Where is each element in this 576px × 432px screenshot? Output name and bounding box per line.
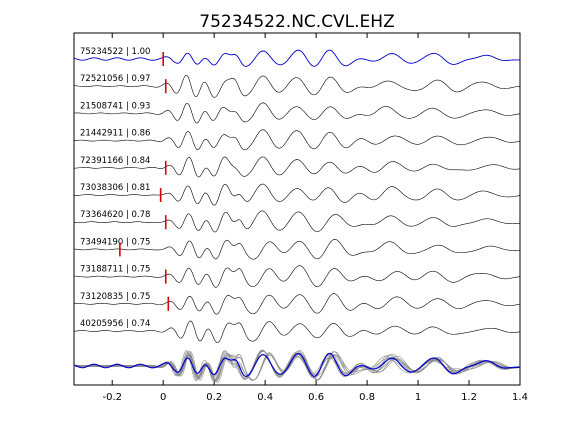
trace-row: 73188711 | 0.75 — [73, 265, 521, 288]
x-tick-label: -0.2 — [102, 392, 122, 403]
trace-line — [73, 183, 521, 206]
stack-reference-line — [73, 352, 521, 378]
trace-line — [73, 293, 521, 315]
trace-row: 73364620 | 0.78 — [73, 210, 521, 233]
x-tick-label: 0.8 — [359, 392, 375, 403]
trace-row: 75234522 | 1.00 — [73, 47, 521, 67]
trace-label: 75234522 | 1.00 — [80, 47, 150, 57]
trace-list: 75234522 | 1.00 72521056 | 0.97 21508741 |… — [73, 47, 521, 343]
trace-line — [73, 210, 521, 233]
trace-label: 72391166 | 0.84 — [80, 156, 150, 166]
trace-row: 40205956 | 0.74 — [73, 319, 521, 343]
trace-row: 72391166 | 0.84 — [73, 156, 521, 178]
trace-label: 21508741 | 0.93 — [80, 101, 150, 111]
trace-label: 73494190 | 0.75 — [80, 237, 150, 247]
trace-row: 21442911 | 0.86 — [73, 129, 521, 151]
x-tick-label: 0.4 — [257, 392, 273, 403]
stacked-traces — [73, 349, 521, 383]
trace-label: 21442911 | 0.86 — [80, 129, 150, 139]
trace-label: 40205956 | 0.74 — [80, 319, 150, 329]
trace-line — [73, 265, 521, 288]
reference-trace-line — [73, 49, 521, 67]
trace-line — [73, 129, 521, 151]
x-tick-label: 0.6 — [308, 392, 324, 403]
trace-row: 21508741 | 0.93 — [73, 101, 521, 124]
trace-row: 72521056 | 0.97 — [73, 74, 521, 98]
trace-label: 73038306 | 0.81 — [80, 183, 150, 193]
stack-trace-line — [73, 351, 521, 382]
trace-label: 73364620 | 0.78 — [80, 210, 150, 220]
trace-row: 73494190 | 0.75 — [73, 237, 521, 260]
x-tick-label: 1.2 — [461, 392, 477, 403]
trace-row: 73038306 | 0.81 — [73, 183, 521, 206]
chart-title: 75234522.NC.CVL.EHZ — [199, 12, 394, 32]
trace-label: 73188711 | 0.75 — [80, 265, 150, 275]
trace-row: 73120835 | 0.75 — [73, 292, 521, 315]
plot-frame — [73, 32, 521, 386]
x-tick-label: 1 — [415, 392, 421, 403]
x-axis: -0.2 0 0.2 0.4 0.6 0.8 1 1.2 1.4 — [102, 33, 528, 403]
trace-line — [73, 239, 521, 260]
trace-label: 73120835 | 0.75 — [80, 292, 150, 302]
x-tick-label: 0.2 — [206, 392, 222, 403]
x-tick-label: 1.4 — [512, 392, 528, 403]
trace-line — [73, 74, 521, 98]
trace-line — [73, 102, 521, 124]
trace-label: 72521056 | 0.97 — [80, 74, 150, 84]
x-tick-label: 0 — [160, 392, 166, 403]
trace-line — [73, 156, 521, 178]
trace-line — [73, 320, 521, 343]
